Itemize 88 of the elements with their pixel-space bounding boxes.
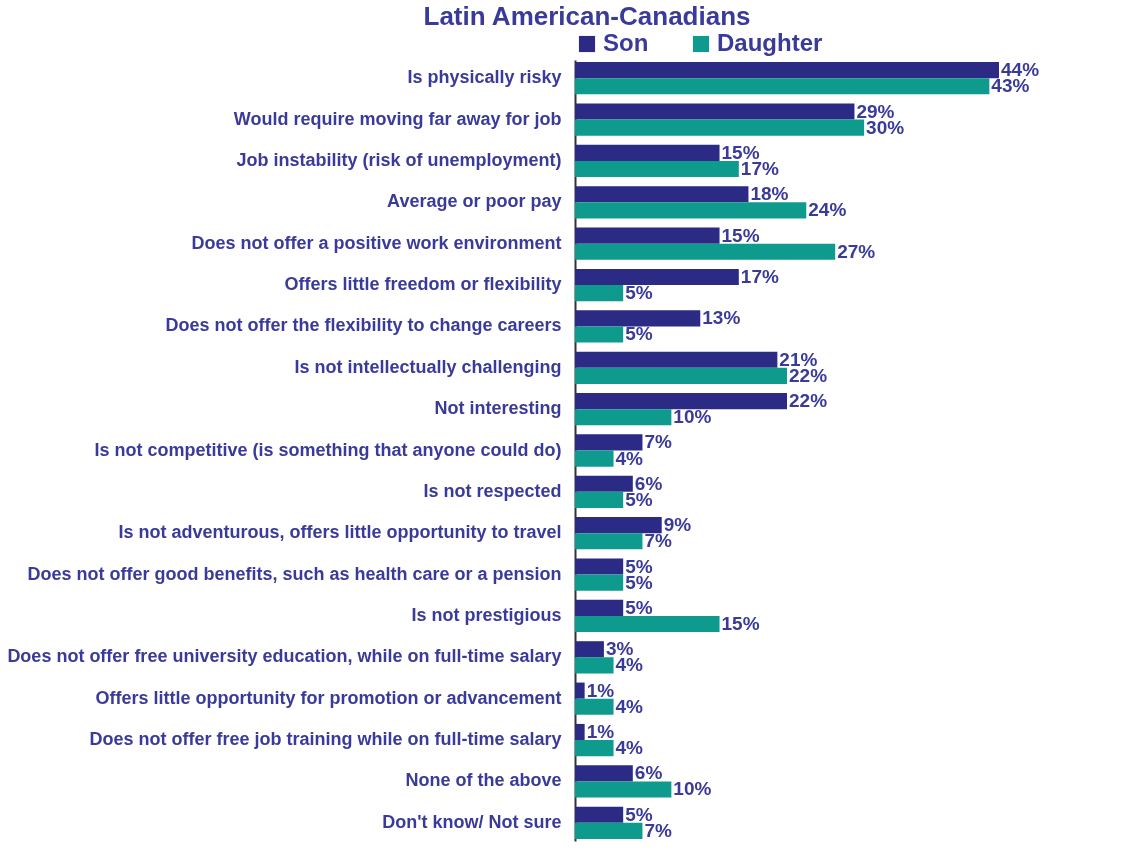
bar xyxy=(575,574,624,591)
data-label: 1% xyxy=(586,721,615,742)
data-label: 17% xyxy=(740,265,779,287)
data-label: 27% xyxy=(837,240,876,262)
bar xyxy=(575,450,614,467)
bar xyxy=(575,62,999,79)
bar xyxy=(575,393,787,410)
bar xyxy=(575,434,643,451)
data-label: 4% xyxy=(615,695,644,717)
data-label: 21% xyxy=(779,348,818,370)
bar xyxy=(575,119,865,136)
bar xyxy=(575,641,604,658)
bar xyxy=(575,491,624,508)
bar xyxy=(575,806,624,823)
data-label: 5% xyxy=(625,555,653,577)
data-label: 15% xyxy=(721,613,760,635)
bar xyxy=(575,78,990,95)
data-label: 15% xyxy=(721,224,760,246)
bar xyxy=(575,533,643,550)
y-tick-label: Not interesting xyxy=(434,398,562,419)
y-tick-label: Job instability (risk of unemployment) xyxy=(236,149,562,170)
bar xyxy=(575,367,787,384)
data-label: 18% xyxy=(750,183,789,205)
bar xyxy=(575,409,672,426)
bar xyxy=(575,765,633,782)
data-label: 1% xyxy=(586,679,615,701)
data-label: 43% xyxy=(991,75,1030,97)
y-tick-label: Does not offer free job training while on full-time salary xyxy=(89,729,562,750)
y-tick-label: Don't know/ Not sure xyxy=(382,811,562,832)
legend-label: Son xyxy=(603,29,649,56)
data-label: 5% xyxy=(625,803,653,825)
data-label: 29% xyxy=(856,100,895,122)
data-label: 4% xyxy=(615,447,644,469)
data-label: 5% xyxy=(625,323,653,345)
bar xyxy=(575,781,672,798)
y-tick-label: Is not adventurous, offers little opportunity to travel xyxy=(118,522,562,543)
data-label: 13% xyxy=(702,307,741,329)
y-tick-label: Average or poor pay xyxy=(387,191,562,212)
y-tick-label: Does not offer a positive work environment xyxy=(191,232,562,253)
bar xyxy=(575,103,855,120)
bar xyxy=(575,227,720,244)
chart-title: Latin American-Canadians xyxy=(423,1,751,31)
bar xyxy=(575,517,662,534)
bar xyxy=(575,243,836,260)
data-label: 24% xyxy=(808,199,847,221)
data-label: 5% xyxy=(625,282,653,304)
data-label: 7% xyxy=(644,431,673,453)
y-tick-label: Does not offer good benefits, such as health care or a pension xyxy=(27,563,562,584)
y-tick-label: Would require moving far away for job xyxy=(233,108,562,129)
y-tick-label: Is not intellectually challenging xyxy=(294,356,562,377)
bar xyxy=(575,682,585,699)
bar xyxy=(575,740,614,757)
y-tick-label: Offers little freedom or flexibility xyxy=(284,274,562,295)
bar xyxy=(575,202,807,219)
bar xyxy=(575,310,701,327)
data-label: 6% xyxy=(634,762,663,784)
bar xyxy=(575,657,614,674)
y-tick-label: Is not respected xyxy=(423,480,562,501)
y-tick-label: Does not offer free university education, while on full-time salary xyxy=(7,646,562,667)
bar xyxy=(575,822,643,839)
bar xyxy=(575,144,720,161)
legend-label: Daughter xyxy=(717,29,823,56)
data-label: 7% xyxy=(644,530,673,552)
bar xyxy=(575,268,739,286)
data-label: 10% xyxy=(673,406,712,428)
y-tick-label: Offers little opportunity for promotion or advancement xyxy=(95,687,562,708)
bar xyxy=(575,723,585,741)
y-tick-label: Is physically risky xyxy=(407,67,562,88)
data-label: 22% xyxy=(789,390,828,412)
y-tick-label: Does not offer the flexibility to change careers xyxy=(165,315,562,336)
bar xyxy=(575,351,778,368)
data-label: 4% xyxy=(615,737,644,759)
bar xyxy=(575,326,624,343)
bar xyxy=(575,599,624,616)
y-tick-label: Is not prestigious xyxy=(411,604,562,625)
data-label: 5% xyxy=(625,596,653,618)
bar xyxy=(575,186,749,203)
bar xyxy=(575,285,624,302)
bar xyxy=(575,615,720,633)
y-tick-label: None of the above xyxy=(405,770,562,791)
data-label: 10% xyxy=(673,778,712,800)
bar xyxy=(575,698,614,715)
bar xyxy=(575,160,739,178)
bar xyxy=(575,558,624,575)
data-label: 4% xyxy=(615,654,644,676)
y-tick-label: Is not competitive (is something that anyone could do) xyxy=(94,439,562,460)
data-label: 6% xyxy=(634,472,663,494)
bar xyxy=(575,475,633,492)
